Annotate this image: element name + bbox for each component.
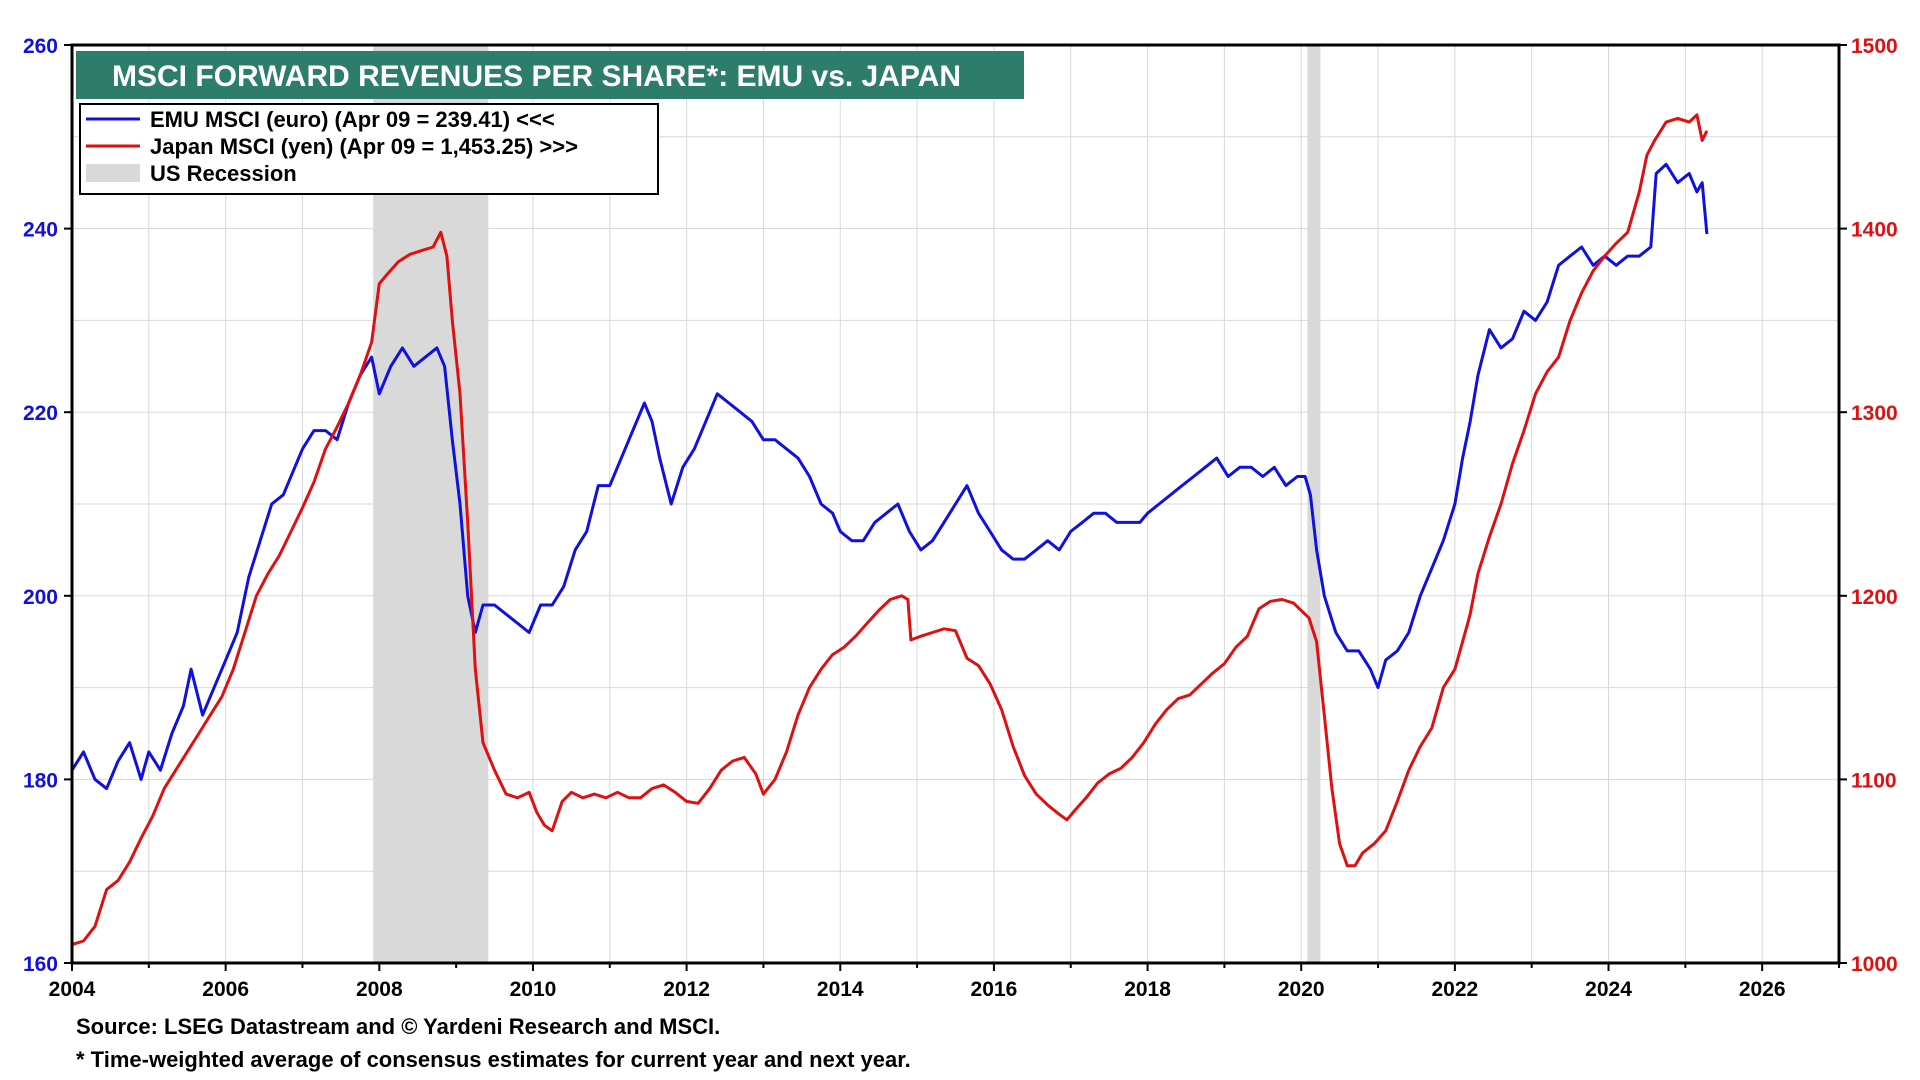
grid	[72, 45, 1839, 963]
y-right-tick-label: 1000	[1851, 953, 1898, 976]
x-tick-label: 2018	[1124, 978, 1171, 1001]
x-tick-label: 2012	[663, 978, 710, 1001]
footnote: * Time-weighted average of consensus est…	[76, 1047, 911, 1072]
y-right-tick-label: 1300	[1851, 402, 1898, 425]
legend-label-japan: Japan MSCI (yen) (Apr 09 = 1,453.25) >>>	[150, 134, 578, 159]
y-right-ticks: 1000 1100 1200 1300 1400 1500	[1839, 35, 1898, 976]
y-left-tick-label: 160	[23, 953, 58, 976]
title-background	[76, 51, 1024, 99]
plot-frame	[70, 43, 1841, 965]
recession-bands	[373, 45, 1321, 963]
y-left-ticks: 160 180 200 220 240 260	[23, 35, 72, 976]
x-tick-label: 2004	[49, 978, 96, 1001]
legend-box	[79, 103, 659, 195]
x-tick-label: 2010	[510, 978, 557, 1001]
legend-swatch-recession	[86, 164, 140, 182]
recession-band	[373, 45, 489, 963]
y-right-tick-label: 1200	[1851, 586, 1898, 609]
x-tick-label: 2014	[817, 978, 864, 1001]
x-tick-label: 2022	[1432, 978, 1479, 1001]
x-tick-label: 2016	[971, 978, 1018, 1001]
y-right-tick-label: 1500	[1851, 35, 1898, 58]
x-tick-label: 2020	[1278, 978, 1325, 1001]
series-layer	[70, 113, 1709, 947]
y-right-tick-label: 1100	[1851, 769, 1897, 792]
title-box: MSCI FORWARD REVENUES PER SHARE*: EMU vs…	[76, 51, 1024, 99]
y-left-tick-label: 260	[23, 35, 58, 58]
chart-title: MSCI FORWARD REVENUES PER SHARE*: EMU vs…	[112, 60, 961, 93]
source-note: Source: LSEG Datastream and © Yardeni Re…	[76, 1014, 721, 1039]
y-left-tick-label: 240	[23, 219, 58, 242]
x-tick-label: 2008	[356, 978, 403, 1001]
x-ticks: 2004 2006 2008 2010 2012 2014 2016 2018 2020 2022…	[49, 963, 1840, 1001]
y-left-tick-label: 180	[23, 769, 58, 792]
legend: EMU MSCI (euro) (Apr 09 = 239.41) <<< Ja…	[79, 103, 659, 195]
y-left-tick-label: 220	[23, 402, 58, 425]
series-line-japan	[71, 113, 1709, 947]
recession-band	[1307, 45, 1321, 963]
x-tick-label: 2026	[1739, 978, 1786, 1001]
legend-label-recession: US Recession	[150, 161, 297, 186]
y-left-tick-label: 200	[23, 586, 58, 609]
legend-label-emu: EMU MSCI (euro) (Apr 09 = 239.41) <<<	[150, 107, 555, 132]
y-right-tick-label: 1400	[1851, 219, 1898, 242]
x-tick-label: 2024	[1585, 978, 1632, 1001]
x-tick-label: 2006	[202, 978, 249, 1001]
